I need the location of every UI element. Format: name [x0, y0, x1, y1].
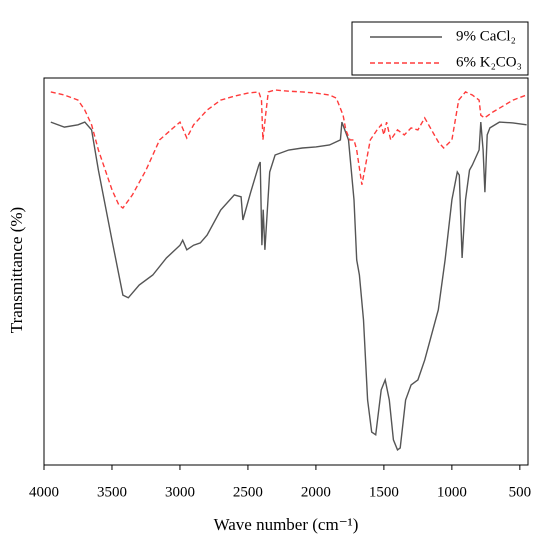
spectrum-line — [50, 89, 527, 209]
x-tick-label: 3000 — [165, 484, 195, 500]
legend-box — [351, 21, 529, 76]
y-axis-label: Transmittance (%) — [7, 207, 26, 333]
legend-label: 6% K₂CO₃ — [456, 54, 522, 70]
x-tick-label: 2500 — [233, 484, 263, 500]
x-tick-label: 4000 — [29, 484, 59, 500]
x-tick-label: 3500 — [97, 484, 127, 500]
x-tick-label: 2000 — [301, 484, 331, 500]
x-tick-label: 1000 — [437, 484, 467, 500]
x-tick-label: 500 — [509, 484, 532, 500]
spectrum-line — [50, 121, 527, 451]
legend-label: 9% CaCl₂ — [456, 28, 516, 44]
x-tick-label: 1500 — [369, 484, 399, 500]
plot-frame — [43, 77, 529, 466]
x-axis-label: Wave number (cm⁻¹) — [214, 515, 359, 534]
